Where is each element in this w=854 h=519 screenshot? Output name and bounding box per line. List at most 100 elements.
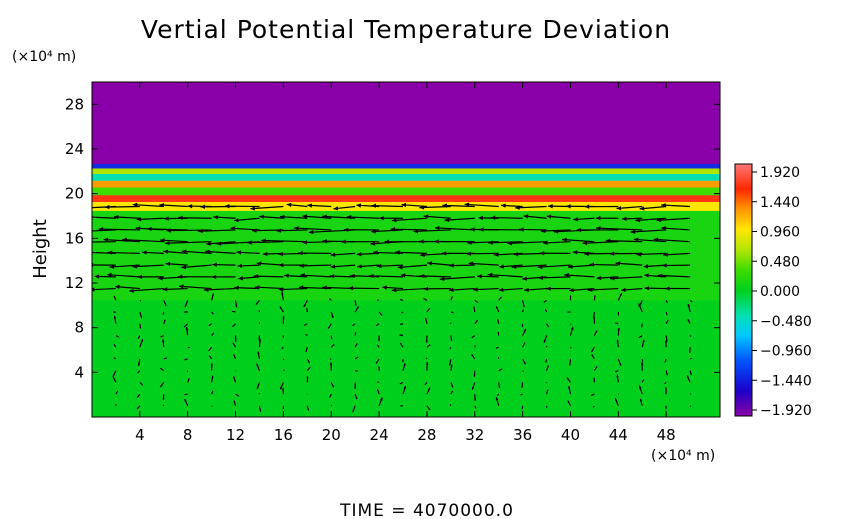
wind-arrow-16: [495, 397, 500, 406]
x-tick-label-1: 8: [183, 426, 193, 444]
wind-arrow-326: [107, 250, 140, 255]
wind-arrow-128: [187, 346, 191, 349]
wind-arrow-211: [378, 311, 383, 316]
y-tick-label-3: 16: [65, 229, 84, 247]
wind-arrow-163: [425, 335, 428, 343]
wind-arrow-252: [129, 287, 164, 293]
wind-arrow-6: [258, 405, 262, 412]
colorbar-tick-label-1: 1.440: [760, 195, 800, 211]
wind-arrow-214: [450, 311, 454, 314]
wind-arrow-294: [538, 275, 571, 280]
wind-arrow-126: [139, 339, 144, 348]
wind-arrow-30: [235, 393, 240, 397]
wind-arrow-197: [641, 323, 643, 328]
wind-arrow-285: [329, 274, 356, 279]
wind-arrow-40: [474, 394, 477, 401]
wind-arrow-99: [689, 370, 692, 376]
wind-arrow-380: [198, 228, 236, 234]
wind-arrow-433: [286, 202, 308, 208]
wind-arrow-7: [282, 405, 284, 410]
wind-arrow-415: [444, 217, 475, 223]
wind-arrow-130: [232, 342, 237, 348]
y-axis: 4 8 12 16 20 24 28: [65, 95, 720, 381]
wind-arrow-51: [139, 381, 144, 386]
wind-arrow-101: [137, 358, 141, 366]
wind-arrow-160: [354, 331, 357, 336]
wind-arrow-431: [224, 203, 260, 209]
wind-arrow-71: [616, 374, 619, 383]
wind-arrow-218: [544, 308, 548, 313]
wind-arrow-398: [630, 229, 667, 234]
wind-arrow-224: [687, 303, 691, 313]
wind-arrow-424: [656, 217, 691, 223]
x-tick-label-5: 24: [370, 426, 389, 444]
colorbar-tick-label-0: 1.920: [760, 165, 800, 181]
wind-arrow-210: [354, 306, 360, 313]
wind-arrow-247: [639, 300, 643, 305]
wind-arrow-232: [281, 291, 284, 301]
wind-arrow-296: [596, 275, 619, 281]
wind-arrow-421: [595, 216, 619, 221]
wind-arrow-257: [254, 285, 284, 290]
y-tick-label-2: 12: [65, 274, 84, 292]
wind-arrow-213: [426, 307, 431, 313]
wind-arrow-413: [391, 217, 427, 223]
wind-arrow-327: [142, 250, 164, 255]
wind-arrow-187: [400, 323, 404, 325]
wind-arrow-317: [499, 264, 523, 269]
wind-arrow-435: [333, 205, 356, 211]
x-tick-label-2: 12: [226, 426, 245, 444]
wind-arrow-239: [450, 296, 453, 301]
wind-arrow-313: [397, 264, 427, 270]
wind-arrow-21: [614, 397, 619, 407]
wind-arrow-25: [115, 390, 119, 395]
wind-arrow-422: [621, 216, 643, 222]
wind-arrow-379: [166, 228, 212, 233]
wind-arrow-55: [233, 376, 237, 383]
wind-arrow-52: [159, 382, 165, 388]
wind-arrow-38: [426, 387, 431, 395]
wind-arrow-42: [520, 393, 523, 396]
wind-arrow-388: [390, 227, 427, 232]
wind-arrow-185: [352, 323, 356, 327]
wind-arrow-204: [211, 311, 214, 315]
wind-arrow-447: [616, 205, 643, 211]
y-axis-label: Height: [30, 219, 51, 279]
y-tick-label-6: 28: [65, 95, 84, 113]
wind-arrow-191: [497, 318, 500, 324]
wind-arrow-238: [423, 297, 428, 301]
colorbar: [734, 163, 753, 417]
field-band-4: [92, 186, 720, 196]
wind-arrow-353: [160, 238, 188, 243]
wind-arrow-193: [546, 323, 550, 328]
field-band-0: [92, 299, 720, 417]
wind-arrow-164: [450, 335, 453, 342]
wind-arrow-115: [471, 353, 476, 360]
wind-arrow-274: [664, 286, 691, 291]
wind-arrow-304: [181, 264, 212, 270]
wind-arrow-264: [423, 286, 451, 291]
wind-arrow-79: [210, 363, 213, 371]
wind-arrow-282: [253, 274, 284, 279]
wind-arrow-372: [605, 238, 643, 243]
wind-arrow-66: [498, 382, 501, 389]
wind-arrow-69: [566, 377, 571, 383]
wind-arrow-299: [657, 273, 691, 278]
wind-arrow-241: [498, 296, 502, 301]
wind-arrow-228: [184, 300, 189, 308]
wind-arrow-88: [425, 361, 429, 371]
wind-arrow-298: [644, 273, 667, 278]
wind-arrow-34: [329, 393, 332, 398]
wind-arrow-77: [160, 367, 165, 372]
wind-arrow-440: [442, 203, 475, 208]
wind-arrow-222: [638, 303, 643, 313]
wind-arrow-11: [378, 397, 383, 407]
wind-arrow-156: [258, 335, 261, 341]
wind-arrow-301: [109, 264, 140, 269]
wind-arrow-73: [664, 381, 667, 385]
wind-arrow-291: [477, 274, 499, 279]
wind-arrow-59: [330, 382, 335, 388]
wind-arrow-24: [689, 405, 692, 408]
wind-arrow-37: [402, 385, 407, 395]
wind-arrow-5: [233, 400, 237, 407]
